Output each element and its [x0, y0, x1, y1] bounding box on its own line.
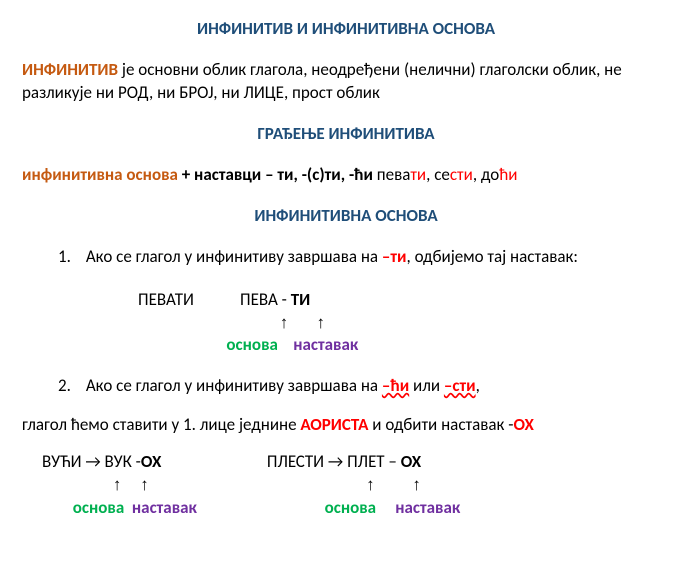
w2a: се: [434, 164, 450, 185]
ex2b-arrow1: ↑: [366, 475, 375, 494]
ex1-word-full: ПЕВАТИ: [138, 289, 194, 310]
section-osnova-title: ИНФИНИТИВНА ОСНОВА: [22, 205, 670, 228]
oh-suffix: ОХ: [513, 414, 533, 435]
rule-2-pre: Ако се глагол у инфинитиву завршава на: [86, 375, 382, 396]
w2b: сти: [450, 164, 473, 185]
ex1-arrow1: ↑: [280, 313, 289, 332]
build-line: инфинитивна основа + наставци – ти, -(с)…: [22, 164, 670, 187]
ex1-line1: ПЕВАТИ ПЕВА - ТИ: [138, 289, 358, 312]
ex2b-arrows: ↑ ↑: [267, 474, 460, 497]
rule-2-s2: –сти: [444, 375, 476, 396]
rule-2: 2. Ако се глагол у инфинитиву завршава н…: [58, 375, 670, 398]
ex2b-arrow2: ↑: [412, 475, 421, 494]
rule-2-mid: или: [409, 375, 444, 396]
rule-2-s1: –ћи: [382, 375, 409, 396]
ex1-osnova-label: основа: [226, 334, 277, 355]
ex2b-text: ПЛЕСТИ → ПЛЕТ –: [267, 451, 401, 472]
w3a: до: [481, 164, 499, 185]
rule-2b-line: глагол ћемо ставити у 1. лице једнине АО…: [22, 414, 670, 437]
ex2a-arrow1: ↑: [113, 475, 122, 494]
rule-1-post: , одбијемо тај наставак:: [406, 246, 577, 267]
ex1-arrows: ↑ ↑: [138, 312, 358, 335]
example-2a: ВУЋИ → ВУК -ОХ ↑ ↑ основа наставак: [42, 451, 197, 520]
rule-2b-pre: глагол ћемо ставити у 1. лице једнине: [22, 414, 300, 435]
infinitiv-term: ИНФИНИТИВ: [22, 59, 118, 80]
rule-1-suffix: –ти: [382, 246, 407, 267]
ex1-arrow2: ↑: [317, 313, 326, 332]
example-2b: ПЛЕСТИ → ПЛЕТ – ОХ ↑ ↑ основа наставак: [267, 451, 460, 520]
rules-list: 1. Ако се глагол у инфинитиву завршава н…: [58, 246, 670, 399]
w1a: пева: [377, 164, 411, 185]
ex2a-oh: ОХ: [141, 451, 161, 472]
rule-2-num: 2.: [58, 375, 82, 398]
w1b: ти: [410, 164, 426, 185]
ex2a-arrow2: ↑: [140, 475, 149, 494]
intro-paragraph: ИНФИНИТИВ је основни облик глагола, неод…: [22, 59, 670, 105]
ex2b-oh: ОХ: [401, 451, 421, 472]
ex2a-line1: ВУЋИ → ВУК -ОХ: [42, 451, 197, 474]
rule-1: 1. Ако се глагол у инфинитиву завршава н…: [58, 246, 670, 269]
aorist-term: АОРИСТА: [300, 414, 368, 435]
main-title: ИНФИНИТИВ И ИНФИНИТИВНА ОСНОВА: [22, 18, 670, 41]
ex2a-arrows: ↑ ↑: [42, 474, 197, 497]
ex1-gap: [194, 289, 240, 310]
rule-1-num: 1.: [58, 246, 82, 269]
ex2b-osnova: основа: [325, 497, 376, 518]
rule-2b-post1: и одбити наставак -: [368, 414, 513, 435]
ex1-labels: основа наставак: [138, 334, 358, 357]
w3b: ћи: [499, 164, 517, 185]
sep1: ,: [426, 164, 434, 185]
ex2b-labels: основа наставак: [267, 497, 460, 520]
ex2a-nastavak: наставак: [132, 497, 197, 518]
ex2a-labels: основа наставак: [42, 497, 197, 520]
ex1-suffix: ТИ: [291, 289, 311, 310]
ex2a-text: ВУЋИ → ВУК -: [42, 451, 141, 472]
example-1: ПЕВАТИ ПЕВА - ТИ ↑ ↑ основа наставак: [138, 289, 358, 358]
ex1-stem: ПЕВА -: [240, 289, 291, 310]
build-nastavci: + наставци – ти, -(с)ти, -ћи: [178, 164, 373, 185]
ex2b-line1: ПЛЕСТИ → ПЛЕТ – ОХ: [267, 451, 460, 474]
rule-1-pre: Ако се глагол у инфинитиву завршава на: [86, 246, 382, 267]
section-build-title: ГРАЂЕЊЕ ИНФИНИТИВА: [22, 123, 670, 146]
ex2a-osnova: основа: [73, 497, 124, 518]
ex1-nastavak-label: наставак: [293, 334, 358, 355]
build-osnova: инфинитивна основа: [22, 164, 178, 185]
example-2-row: ВУЋИ → ВУК -ОХ ↑ ↑ основа наставак ПЛЕСТ…: [42, 451, 670, 520]
ex2b-nastavak: наставак: [395, 497, 460, 518]
sep2: ,: [473, 164, 481, 185]
rule-2-post: ,: [476, 375, 480, 396]
